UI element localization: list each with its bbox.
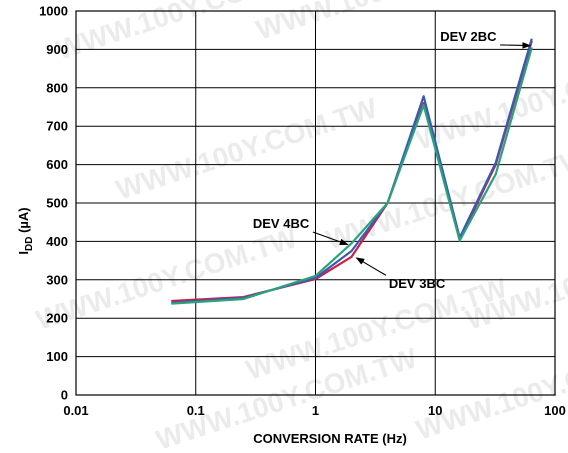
annotation-label-dev-4bc: DEV 4BC <box>253 216 310 231</box>
annotation-arrow-dev-3bc <box>355 257 387 276</box>
x-axis-ticks: 0.01 0.1 1 10 100 <box>63 403 566 418</box>
series-annotations: DEV 2BC DEV 4BC DEV 3BC <box>253 29 532 291</box>
x-tick-label: 0.01 <box>63 403 88 418</box>
y-axis-title-subscript: DD <box>24 237 35 251</box>
y-tick-label: 800 <box>46 80 68 95</box>
y-tick-label: 300 <box>46 272 68 287</box>
x-tick-label: 0.1 <box>187 403 205 418</box>
y-tick-label: 100 <box>46 349 68 364</box>
series-line-dev-4bc <box>171 47 533 305</box>
y-tick-label: 400 <box>46 234 68 249</box>
y-tick-label: 600 <box>46 157 68 172</box>
annotation-label-dev-3bc: DEV 3BC <box>389 276 446 291</box>
y-tick-label: 1000 <box>39 4 68 19</box>
x-tick-label: 1 <box>312 403 319 418</box>
y-axis-title: IDD (µA) <box>16 207 35 254</box>
annotation-label-dev-2bc: DEV 2BC <box>440 29 497 44</box>
watermark-text: WWW.100Y.COM.TW <box>322 142 568 256</box>
y-axis-title-unit: (µA) <box>16 207 31 236</box>
x-axis-title: CONVERSION RATE (Hz) <box>253 431 407 446</box>
y-tick-label: 200 <box>46 311 68 326</box>
plot-frame <box>75 10 556 396</box>
y-tick-label: 700 <box>46 119 68 134</box>
y-axis-ticks: 0 100 200 300 400 500 600 700 800 900 1000 <box>39 4 68 403</box>
series-lines <box>171 38 533 305</box>
grid-lines <box>75 10 556 396</box>
y-tick-label: 900 <box>46 42 68 57</box>
x-tick-label: 10 <box>428 403 442 418</box>
y-tick-label: 0 <box>61 388 68 403</box>
watermark-text: WWW.100Y.COM.TW <box>112 92 381 206</box>
annotation-arrow-dev-2bc <box>500 42 532 49</box>
y-tick-label: 500 <box>46 196 68 211</box>
annotation-arrow-dev-4bc <box>312 231 349 245</box>
y-axis-title-main: I <box>16 251 31 255</box>
x-tick-label: 100 <box>544 403 566 418</box>
